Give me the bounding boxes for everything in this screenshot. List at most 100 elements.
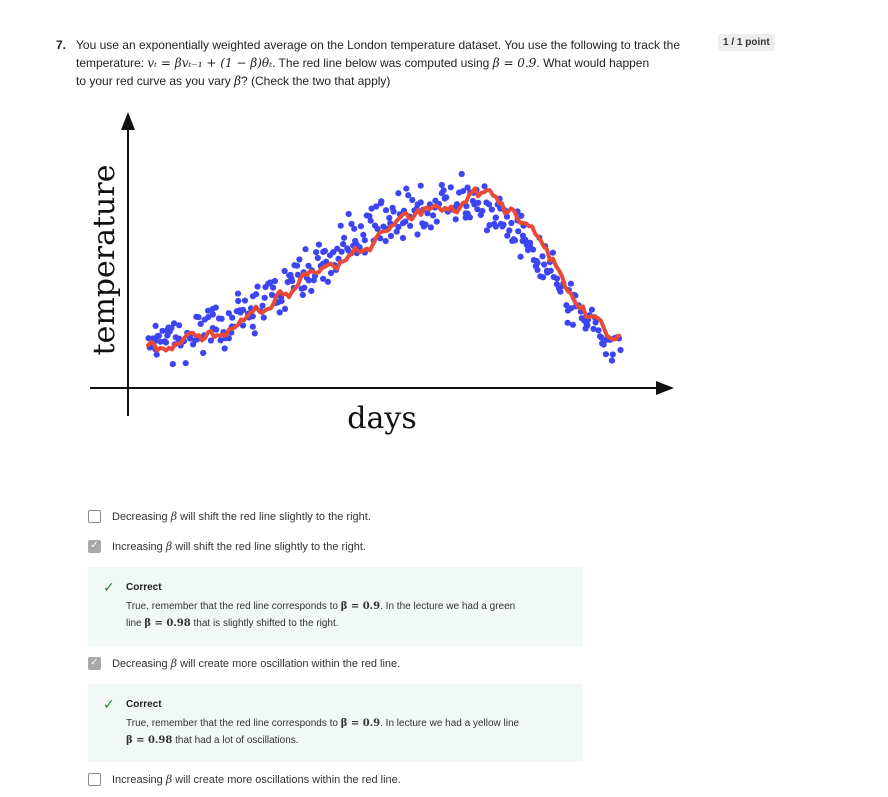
temperature-dot — [276, 309, 283, 316]
x-axis-label: days — [347, 401, 416, 436]
temperature-dot — [492, 214, 499, 221]
temperature-dot — [598, 334, 605, 341]
temperature-dot — [515, 228, 522, 235]
temperature-dot — [563, 302, 570, 309]
temperature-dot — [481, 183, 488, 190]
temperature-dot — [301, 284, 308, 291]
temperature-dot — [414, 231, 421, 238]
temperature-dot — [488, 206, 495, 213]
temperature-dot — [278, 298, 285, 305]
option-increase-shift[interactable]: ✓ Increasing β will shift the red line s… — [88, 537, 366, 555]
y-axis-arrow-icon — [121, 112, 135, 130]
option-checkbox[interactable] — [88, 772, 101, 786]
temperature-dot — [155, 332, 162, 339]
temperature-dot — [386, 214, 393, 221]
option-label: Decreasing β will shift the red line sli… — [112, 509, 371, 523]
temperature-dot — [447, 184, 454, 191]
temperature-dot — [452, 216, 459, 223]
temperature-dot — [327, 269, 335, 277]
temperature-dot — [225, 310, 232, 317]
temperature-dot — [195, 314, 202, 321]
temperature-dot — [492, 223, 499, 230]
temperature-figure: temperature days — [87, 112, 674, 436]
temperature-dot — [240, 306, 247, 313]
question-number: 7. — [56, 38, 67, 52]
temperature-dot — [377, 200, 384, 207]
temperature-dot — [590, 325, 597, 332]
temperature-dot — [557, 288, 564, 295]
ewa-formula: vₜ = βvₜ₋₁ + (1 − β)θₜ — [147, 56, 273, 70]
question-line1: You use an exponentially weighted averag… — [76, 38, 680, 52]
scatter-dots — [145, 170, 624, 368]
temperature-dot — [153, 351, 160, 358]
temperature-dot — [361, 237, 368, 244]
temperature-dot — [608, 357, 616, 364]
temperature-dot — [380, 223, 387, 230]
temperature-dot — [466, 214, 473, 221]
temperature-dot — [268, 291, 276, 298]
temperature-dot — [395, 223, 402, 231]
option-decrease-shift[interactable]: Decreasing β will shift the red line sli… — [88, 507, 371, 525]
temperature-dot — [234, 290, 242, 297]
temperature-dot — [313, 249, 320, 256]
temperature-dot — [162, 339, 170, 346]
temperature-dot — [430, 212, 437, 219]
temperature-dot — [152, 322, 159, 329]
temperature-dot — [320, 275, 327, 282]
temperature-dot — [511, 237, 519, 244]
option-checkbox[interactable] — [88, 509, 101, 523]
temperature-dot — [249, 323, 256, 330]
temperature-dot — [393, 228, 400, 235]
score-badge: 1 / 1 point — [718, 34, 775, 51]
option-decrease-oscillation[interactable]: ✓ Decreasing β will create more oscillat… — [88, 654, 400, 672]
temperature-dot — [541, 261, 548, 268]
temperature-dot — [547, 267, 554, 274]
temperature-dot — [517, 253, 524, 260]
temperature-dot — [463, 203, 470, 210]
temperature-dot — [367, 217, 374, 224]
temperature-dot — [390, 208, 397, 215]
temperature-dot — [288, 275, 295, 282]
temperature-dot — [602, 351, 610, 358]
temperature-dot — [549, 249, 556, 256]
temperature-dot — [405, 192, 412, 199]
temperature-dot — [314, 254, 321, 262]
temperature-dot — [569, 321, 576, 328]
temperature-dot — [239, 322, 247, 329]
question-line3-beta: β — [234, 74, 242, 88]
option-checkbox[interactable]: ✓ — [88, 539, 101, 553]
temperature-dot — [458, 170, 465, 178]
temperature-dot — [351, 225, 358, 232]
temperature-dot — [534, 259, 541, 266]
temperature-dot — [271, 277, 278, 285]
temperature-dot — [499, 223, 506, 230]
option-checkbox[interactable]: ✓ — [88, 656, 101, 670]
temperature-dot — [302, 246, 309, 253]
temperature-dot — [504, 232, 511, 239]
temperature-dot — [187, 335, 194, 342]
checkbox-check-icon: ✓ — [90, 657, 99, 668]
temperature-dot — [315, 241, 322, 248]
temperature-dot — [464, 184, 471, 191]
option-increase-oscillation[interactable]: Increasing β will create more oscillatio… — [88, 770, 401, 788]
temperature-dot — [443, 194, 450, 201]
temperature-dot — [382, 237, 389, 245]
temperature-dot — [459, 188, 467, 195]
temperature-dot — [427, 224, 434, 231]
temperature-dot — [475, 199, 482, 206]
temperature-dot — [340, 241, 347, 248]
temperature-dot — [440, 187, 447, 194]
temperature-dot — [595, 327, 602, 334]
temperature-dot — [424, 210, 431, 217]
temperature-dot — [341, 234, 348, 241]
temperature-dot — [486, 201, 493, 208]
question-line3-prefix: to your red curve as you vary — [76, 74, 235, 88]
temperature-dot — [479, 207, 486, 215]
temperature-dot — [374, 225, 381, 232]
temperature-dot — [217, 337, 224, 344]
temperature-dot — [433, 218, 440, 225]
temperature-dot — [200, 349, 207, 357]
temperature-dot — [534, 266, 541, 273]
temperature-dot — [539, 253, 546, 260]
temperature-dot — [395, 190, 402, 197]
